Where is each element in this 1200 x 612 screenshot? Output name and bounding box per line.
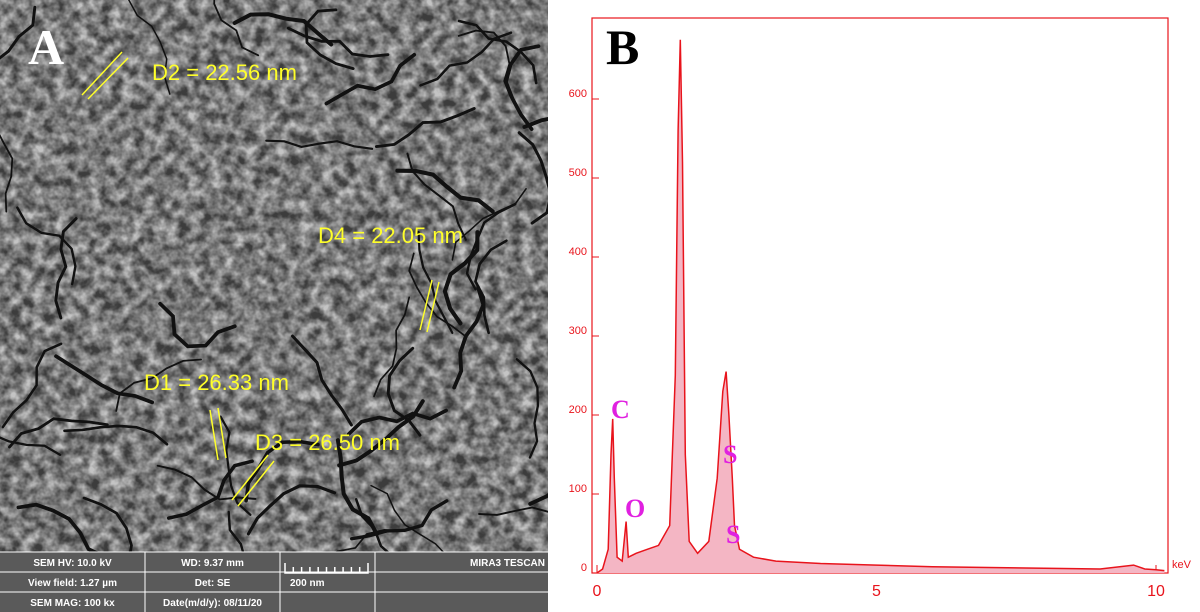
info-bar: SEM HV: 10.0 kV WD: 9.37 mm MIRA3 TESCAN Vi… [0,552,548,612]
peak-label: C [611,395,630,424]
x-tick-label: 0 [593,583,602,600]
y-tick-label: 200 [569,404,587,416]
peak-label: S [723,440,737,469]
x-tick-label: 5 [872,583,881,600]
measurement-label: D3 = 26.50 nm [255,430,400,455]
info-text: MIRA3 TESCAN [470,558,545,569]
info-text: 200 nm [290,578,325,589]
info-text: WD: 9.37 mm [181,558,244,569]
x-unit: keV [1172,559,1192,571]
info-text: SEM HV: 10.0 kV [33,558,112,569]
x-tick-label: 10 [1147,583,1165,600]
info-text: SEM MAG: 100 kx [30,598,115,609]
y-tick-label: 600 [569,88,587,100]
info-text: Date(m/d/y): 08/11/20 [163,598,262,609]
y-tick-label: 300 [569,325,587,337]
peak-label: S [726,520,740,549]
y-tick-label: 500 [569,167,587,179]
panel-label: A [28,19,64,75]
info-text: Det: SE [195,578,231,589]
info-text: View field: 1.27 µm [28,578,117,589]
measurement-label: D4 = 22.05 nm [318,223,463,248]
sem-image [0,0,609,610]
measurement-label: D2 = 22.56 nm [152,60,297,85]
panel-label: B [606,19,639,75]
y-tick-label: 400 [569,246,587,258]
figure: A D2 = 22.56 nm D4 = 22.05 nm D1 = 26.33 n… [0,0,1200,612]
peak-label: O [625,494,645,523]
measurement-label: D1 = 26.33 nm [144,370,289,395]
y-tick-label: 100 [569,483,587,495]
y-tick-label: 0 [581,562,587,574]
